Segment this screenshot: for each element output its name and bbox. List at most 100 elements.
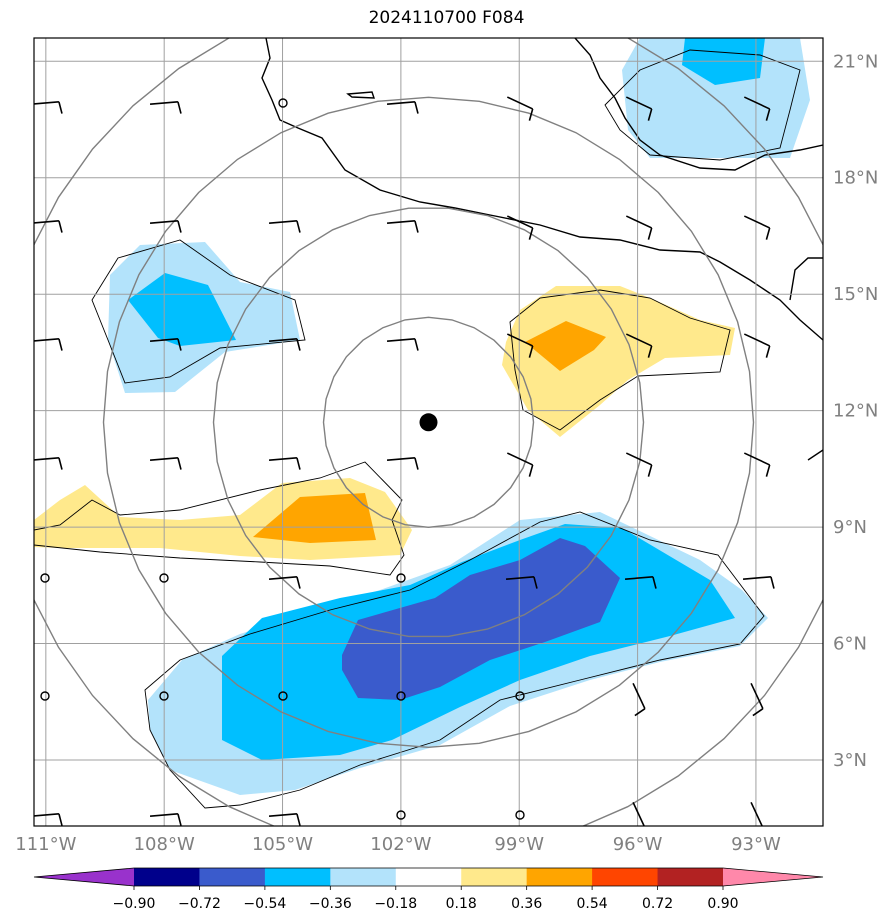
wind-barb bbox=[624, 575, 657, 589]
positive-anomaly-core-west bbox=[253, 493, 376, 543]
colorbar-tick-label: 0.72 bbox=[642, 896, 673, 912]
positive-anomaly-patch-east bbox=[502, 286, 735, 437]
map-frame bbox=[33, 37, 824, 827]
wind-barb bbox=[34, 100, 63, 114]
colorbar-tick-label: −0.18 bbox=[374, 896, 417, 912]
wind-barb bbox=[268, 456, 301, 470]
latitude-tick-label: 9°N bbox=[833, 517, 867, 538]
contour-northeast bbox=[604, 49, 801, 161]
wind-barb-calm bbox=[278, 98, 288, 108]
wind-barb-calm bbox=[396, 691, 406, 701]
colorbar-segment bbox=[657, 868, 724, 886]
wind-barb bbox=[34, 456, 63, 470]
map-title: 2024110700 F084 bbox=[368, 8, 525, 28]
colorbar-tick-label: 0.54 bbox=[577, 896, 608, 912]
wind-barb-calm bbox=[396, 810, 406, 820]
colorbar-tick-label: 0.18 bbox=[446, 896, 477, 912]
anomaly-fills bbox=[34, 38, 810, 795]
wind-barb bbox=[34, 219, 63, 233]
wind-barb bbox=[743, 215, 771, 240]
wind-barb bbox=[386, 100, 419, 114]
longitude-tick-label: 111°W bbox=[15, 834, 76, 855]
latitude-labels: 21°N 18°N 15°N 12°N 9°N 6°N 3°N bbox=[833, 51, 878, 771]
contour-east bbox=[509, 289, 731, 431]
wind-barb bbox=[506, 215, 534, 240]
wind-barb-calm bbox=[40, 573, 50, 583]
wind-barb-calm bbox=[159, 573, 169, 583]
wind-barb bbox=[149, 100, 182, 114]
colorbar-segment bbox=[592, 868, 659, 886]
coastline-yucatan bbox=[789, 257, 823, 301]
contour-west bbox=[91, 239, 306, 384]
latitude-tick-label: 12°N bbox=[833, 401, 878, 422]
wind-barb bbox=[632, 801, 646, 826]
longitude-tick-label: 105°W bbox=[252, 834, 313, 855]
wind-barb bbox=[625, 333, 653, 358]
wind-barb bbox=[632, 682, 646, 717]
wind-barb bbox=[743, 452, 771, 477]
negative-anomaly-patch-northeast bbox=[622, 38, 810, 158]
wind-barb-calm bbox=[278, 691, 288, 701]
wind-barb bbox=[625, 215, 653, 240]
wind-barb bbox=[268, 219, 301, 233]
wind-barb bbox=[268, 575, 301, 589]
wind-barb-calm bbox=[515, 691, 525, 701]
range-ring bbox=[212, 207, 645, 638]
colorbar-extend-max bbox=[723, 868, 823, 886]
colorbar-tick-label: −0.54 bbox=[243, 896, 286, 912]
wind-barb bbox=[625, 96, 653, 121]
wind-barb bbox=[149, 219, 182, 233]
wind-barb-calm bbox=[396, 573, 406, 583]
colorbar: −0.90 −0.72 −0.54 −0.36 −0.18 0.18 0.36 0.54 0.7… bbox=[33, 867, 824, 912]
colorbar-tick-label: 0.90 bbox=[707, 896, 738, 912]
longitude-labels: 111°W 108°W 105°W 102°W 99°W 96°W 93°W bbox=[15, 834, 781, 855]
coastline-mexico-pacific bbox=[261, 38, 823, 341]
contour-central-band bbox=[34, 461, 405, 576]
wind-barb bbox=[506, 333, 534, 358]
latitude-tick-label: 18°N bbox=[833, 168, 878, 189]
wind-barb bbox=[268, 337, 301, 351]
colorbar-tick-label: −0.36 bbox=[309, 896, 352, 912]
colorbar-segment bbox=[199, 868, 266, 886]
wind-barb bbox=[149, 812, 182, 826]
colorbar-segment bbox=[330, 868, 397, 886]
colorbar-segment bbox=[134, 868, 200, 886]
wind-barb bbox=[268, 812, 301, 826]
longitude-tick-label: 93°W bbox=[731, 834, 781, 855]
longitude-tick-label: 99°W bbox=[494, 834, 544, 855]
wind-barb bbox=[34, 812, 63, 826]
longitude-tick-label: 96°W bbox=[613, 834, 663, 855]
longitude-tick-label: 108°W bbox=[134, 834, 195, 855]
colorbar-tick-label: −0.72 bbox=[178, 896, 221, 912]
storm-center-marker bbox=[419, 413, 438, 432]
wind-barb bbox=[386, 337, 419, 351]
gridlines bbox=[34, 38, 823, 826]
wind-barb bbox=[750, 682, 764, 717]
latitude-tick-label: 21°N bbox=[833, 51, 878, 72]
wind-barb bbox=[506, 96, 534, 121]
wind-barb bbox=[386, 219, 419, 233]
range-ring bbox=[102, 96, 755, 749]
wind-barb bbox=[625, 452, 653, 477]
latitude-tick-label: 3°N bbox=[833, 750, 867, 771]
colorbar-tick-label: −0.90 bbox=[113, 896, 156, 912]
wind-barb bbox=[34, 337, 63, 351]
wind-barb-calm bbox=[40, 691, 50, 701]
longitude-tick-label: 102°W bbox=[370, 834, 431, 855]
map-area bbox=[34, 38, 823, 826]
wind-barbs bbox=[34, 96, 775, 826]
wind-barb bbox=[149, 337, 182, 351]
latitude-tick-label: 15°N bbox=[833, 284, 878, 305]
wind-barb-calm bbox=[159, 691, 169, 701]
colorbar-segment bbox=[395, 868, 462, 886]
wind-barb-calm bbox=[515, 810, 525, 820]
colorbar-segment bbox=[461, 868, 528, 886]
coastline-gulf bbox=[574, 38, 823, 171]
colorbar-tick-label: 0.36 bbox=[511, 896, 542, 912]
wind-barb bbox=[743, 96, 771, 121]
latitude-tick-label: 6°N bbox=[833, 634, 867, 655]
wind-barb bbox=[505, 575, 538, 589]
wind-barb bbox=[506, 452, 534, 477]
negative-anomaly-region-south-dark bbox=[342, 538, 620, 700]
